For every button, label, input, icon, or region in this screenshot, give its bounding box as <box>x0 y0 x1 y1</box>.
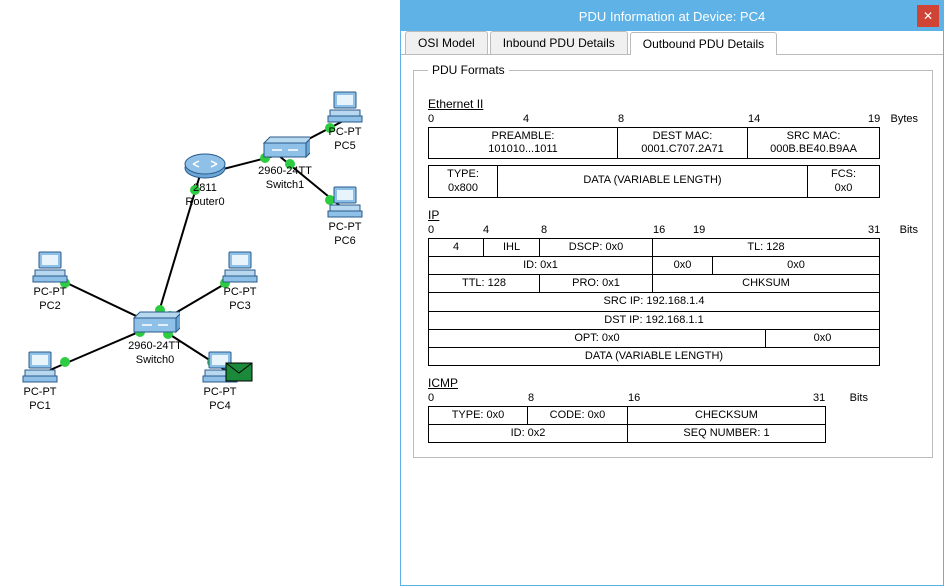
router-icon <box>183 150 227 180</box>
device-label: PC5 <box>320 140 370 152</box>
switch-icon <box>260 135 310 163</box>
ip-table: 4 IHL DSCP: 0x0 TL: 128 ID: 0x1 0x0 0x0 … <box>428 238 880 366</box>
device-label: 2811 <box>175 182 235 194</box>
pc-icon <box>326 90 364 124</box>
device-label: PC6 <box>320 235 370 247</box>
network-topology: 2811 Router0 2960-24TT Switch1 2960-24TT… <box>0 0 400 586</box>
ethernet-section: Ethernet II 0 4 8 14 19 Bytes PREAMBLE:1… <box>428 97 918 198</box>
ip-title: IP <box>428 208 918 222</box>
device-pc6[interactable]: PC-PT PC6 <box>320 185 370 247</box>
device-label: 2960-24TT <box>120 340 190 352</box>
tab-inbound-pdu[interactable]: Inbound PDU Details <box>490 31 628 54</box>
tab-osi-model[interactable]: OSI Model <box>405 31 488 54</box>
device-label: PC-PT <box>215 286 265 298</box>
ethernet-title: Ethernet II <box>428 97 918 111</box>
tab-outbound-pdu[interactable]: Outbound PDU Details <box>630 32 777 55</box>
pc-icon <box>21 350 59 384</box>
ip-section: IP 0 4 8 16 19 31 Bits 4 IHL DSCP: 0x0 T… <box>428 208 918 366</box>
dialog-title: PDU Information at Device: PC4 <box>579 9 765 24</box>
pdu-formats-legend: PDU Formats <box>428 63 509 77</box>
device-label: 2960-24TT <box>250 165 320 177</box>
device-label: PC4 <box>195 400 245 412</box>
device-pc1[interactable]: PC-PT PC1 <box>15 350 65 412</box>
tab-panel: PDU Formats Ethernet II 0 4 8 14 19 Byte… <box>401 55 943 466</box>
device-router0[interactable]: 2811 Router0 <box>175 150 235 208</box>
ip-scale: 0 4 8 16 19 31 Bits <box>428 224 918 238</box>
device-pc5[interactable]: PC-PT PC5 <box>320 90 370 152</box>
device-label: PC-PT <box>320 126 370 138</box>
device-label: PC-PT <box>15 386 65 398</box>
pdu-formats-group: PDU Formats Ethernet II 0 4 8 14 19 Byte… <box>413 63 933 458</box>
device-label: PC-PT <box>25 286 75 298</box>
icmp-scale: 0 8 16 31 Bits <box>428 392 868 406</box>
device-label: Router0 <box>175 196 235 208</box>
icmp-section: ICMP 0 8 16 31 Bits TYPE: 0x0 CODE: 0x0 … <box>428 376 918 443</box>
device-label: PC1 <box>15 400 65 412</box>
device-label: Switch1 <box>250 179 320 191</box>
pc-icon <box>326 185 364 219</box>
device-label: PC2 <box>25 300 75 312</box>
tab-bar: OSI Model Inbound PDU Details Outbound P… <box>401 31 943 55</box>
icmp-table: TYPE: 0x0 CODE: 0x0 CHECKSUM ID: 0x2 SEQ… <box>428 406 826 443</box>
device-pc2[interactable]: PC-PT PC2 <box>25 250 75 312</box>
close-button[interactable]: ✕ <box>917 5 939 27</box>
device-label: PC3 <box>215 300 265 312</box>
device-switch1[interactable]: 2960-24TT Switch1 <box>250 135 320 191</box>
pdu-info-dialog: PDU Information at Device: PC4 ✕ OSI Mod… <box>400 0 944 586</box>
device-pc3[interactable]: PC-PT PC3 <box>215 250 265 312</box>
icmp-title: ICMP <box>428 376 918 390</box>
ethernet-scale: 0 4 8 14 19 Bytes <box>428 113 918 127</box>
switch-icon <box>130 310 180 338</box>
ethernet-table: PREAMBLE:101010...1011 DEST MAC:0001.C70… <box>428 127 880 198</box>
pc-icon <box>31 250 69 284</box>
dialog-titlebar[interactable]: PDU Information at Device: PC4 ✕ <box>401 1 943 31</box>
pc-icon <box>221 250 259 284</box>
pdu-envelope-icon[interactable] <box>225 362 253 382</box>
device-switch0[interactable]: 2960-24TT Switch0 <box>120 310 190 366</box>
device-label: PC-PT <box>320 221 370 233</box>
device-label: PC-PT <box>195 386 245 398</box>
device-label: Switch0 <box>120 354 190 366</box>
